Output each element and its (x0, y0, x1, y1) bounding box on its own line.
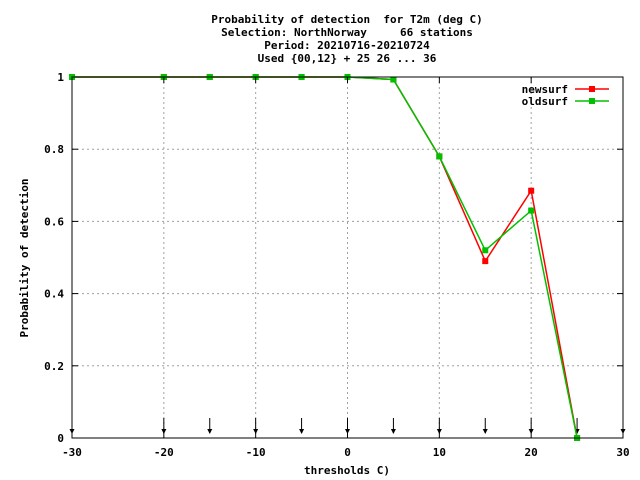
series-line-oldsurf (72, 76, 578, 439)
legend-label-oldsurf: oldsurf (522, 95, 568, 108)
x-tick-label: 30 (616, 446, 629, 459)
threshold-marker-arrow (207, 429, 213, 434)
title-line-2: Selection: NorthNorway 66 stations (221, 26, 473, 39)
legend-label-newsurf: newsurf (522, 83, 568, 96)
title-line-3: Period: 20210716-20210724 (264, 39, 430, 52)
legend-marker-oldsurf (589, 98, 595, 104)
chart-title: Probability of detection for T2m (deg C)… (211, 13, 483, 65)
x-tick-label: -20 (154, 446, 174, 459)
threshold-marker-arrow (345, 429, 350, 434)
data-point-oldsurf (528, 207, 535, 214)
x-tick-label: 20 (525, 446, 538, 459)
y-axis-label: Probability of detection (18, 179, 31, 338)
x-tick-label: -30 (62, 446, 82, 459)
data-point-newsurf (528, 187, 535, 194)
y-tick-label: 0.8 (44, 143, 64, 156)
data-point-oldsurf (482, 247, 489, 254)
threshold-markers (69, 418, 626, 434)
legend-marker-newsurf (589, 86, 595, 92)
series-line-newsurf (72, 76, 578, 439)
title-line-4: Used {00,12} + 25 26 ... 36 (258, 52, 437, 65)
data-point-oldsurf (436, 153, 443, 160)
threshold-marker-arrow (161, 429, 167, 434)
threshold-marker-arrow (436, 429, 442, 434)
series-lines (69, 74, 581, 441)
data-point-newsurf (482, 258, 489, 265)
x-tick-label: -10 (246, 446, 266, 459)
y-tick-label: 0 (57, 432, 64, 445)
data-point-oldsurf (390, 76, 397, 83)
y-tick-label: 1 (57, 71, 64, 84)
grid (72, 77, 623, 438)
y-tick-label: 0.2 (44, 360, 64, 373)
threshold-marker-arrow (253, 429, 259, 434)
axis-ticks: 0 0.2 0.4 0.6 0.8 1 -30 -20 -10 0 10 20 30 (44, 71, 630, 459)
x-tick-label: 0 (344, 446, 351, 459)
y-tick-label: 0.6 (44, 215, 64, 228)
x-axis-label: thresholds C) (304, 464, 390, 477)
title-line-1: Probability of detection for T2m (deg C) (211, 13, 483, 26)
y-tick-label: 0.4 (44, 288, 64, 301)
x-tick-label: 10 (433, 446, 446, 459)
threshold-marker-arrow (528, 429, 534, 434)
threshold-marker-arrow (482, 429, 488, 434)
threshold-marker-arrow (299, 429, 305, 434)
threshold-marker-arrow (390, 429, 396, 434)
